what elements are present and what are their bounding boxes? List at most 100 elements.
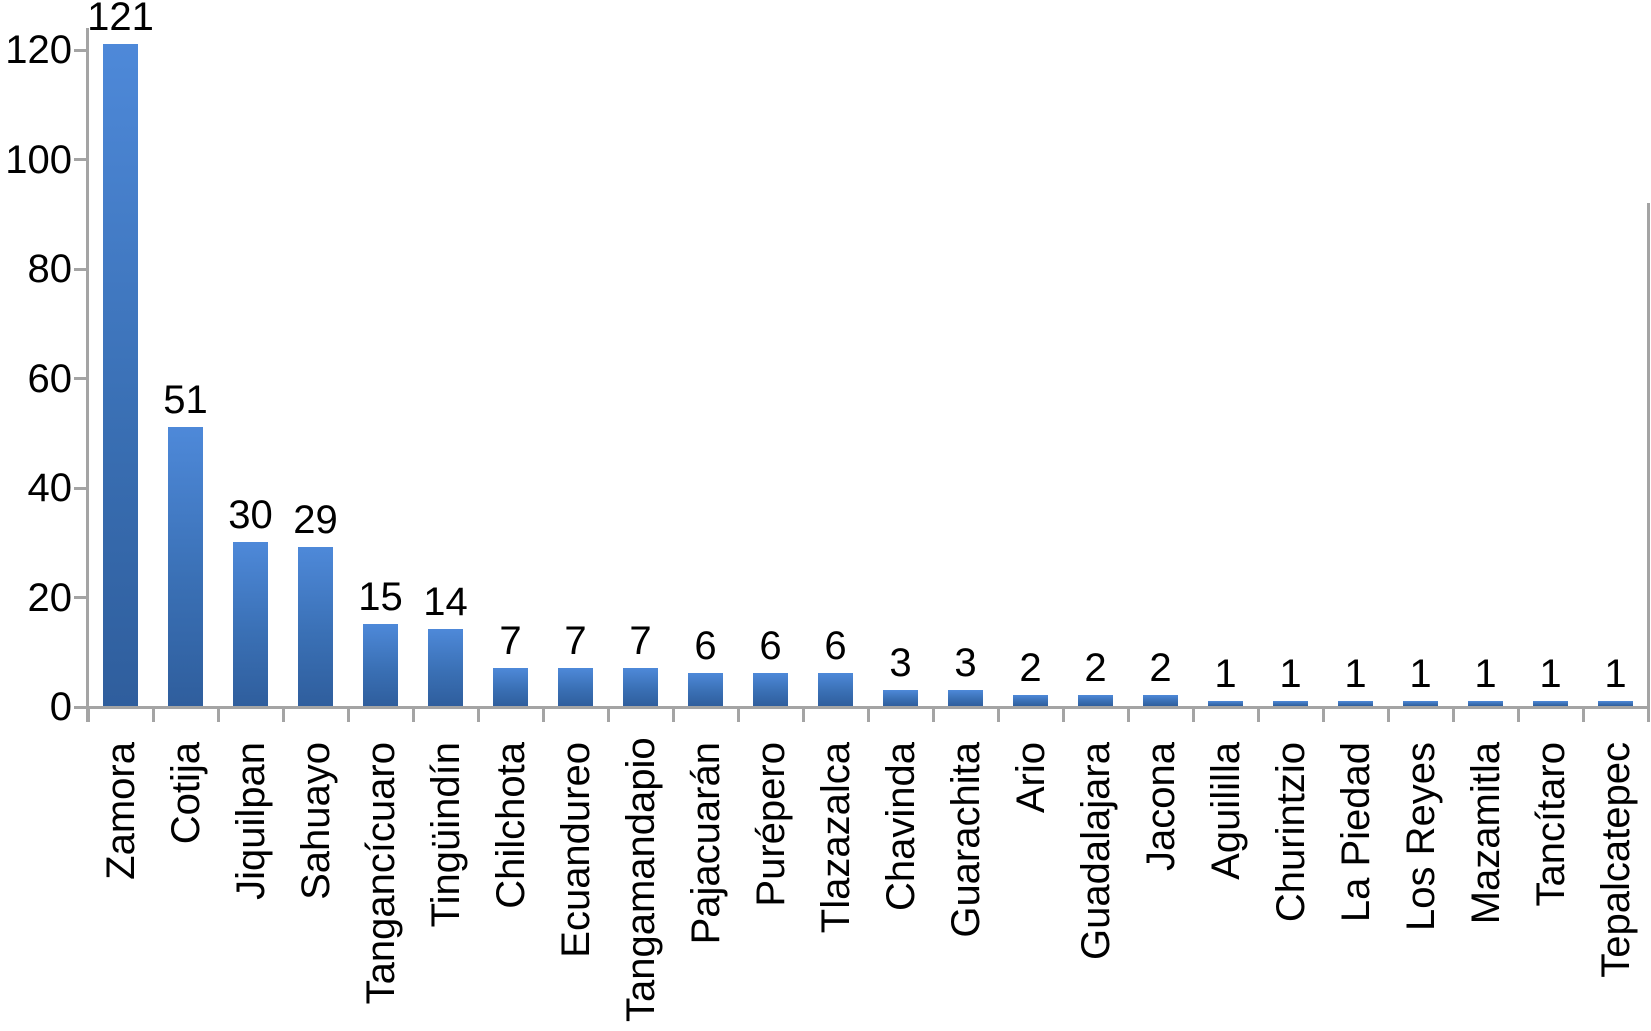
x-tick (346, 707, 350, 722)
bar (1013, 695, 1048, 706)
bar-value-label: 15 (358, 574, 403, 619)
category-label: Ecuandureo (553, 742, 598, 958)
bar (363, 623, 398, 706)
bar (688, 673, 723, 706)
category-label: Jiquilpan (228, 742, 273, 900)
bar-value-label: 7 (499, 618, 522, 663)
x-tick (1646, 707, 1650, 722)
category-label: Chavinda (878, 742, 923, 912)
bar-value-label: 121 (87, 0, 154, 39)
category-label: Los Reyes (1398, 742, 1443, 931)
bar (1533, 700, 1568, 706)
y-tick-label: 80 (27, 247, 73, 291)
bar-value-label: 30 (228, 492, 273, 537)
bar-value-label: 1 (1344, 651, 1367, 696)
x-tick (866, 707, 870, 722)
y-tick-label: 40 (27, 466, 73, 510)
category-label: Pajacuarán (683, 742, 728, 945)
bar (1078, 695, 1113, 706)
y-tick (74, 267, 88, 271)
y-axis-line (86, 28, 89, 722)
bar (1338, 700, 1373, 706)
x-tick (996, 707, 1000, 722)
bar-value-label: 2 (1019, 646, 1042, 691)
bar-value-label: 6 (824, 624, 847, 669)
category-label: Jacona (1138, 742, 1183, 871)
bar-value-label: 1 (1214, 651, 1237, 696)
bar-value-label: 2 (1149, 646, 1172, 691)
category-label: Purépero (748, 742, 793, 907)
category-label: Ario (1008, 742, 1053, 814)
bar-value-label: 1 (1604, 651, 1627, 696)
x-tick (1451, 707, 1455, 722)
bar (1208, 700, 1243, 706)
bar (1598, 700, 1633, 706)
y-tick (74, 377, 88, 380)
bar-value-label: 6 (759, 624, 782, 669)
bar (298, 547, 333, 706)
bar (233, 541, 268, 706)
category-label: Guadalajara (1073, 742, 1118, 960)
x-tick (931, 707, 935, 722)
bar (948, 689, 983, 706)
y-tick (74, 705, 88, 709)
x-tick (151, 707, 155, 722)
bar-value-label: 3 (954, 640, 977, 685)
category-label: La Piedad (1333, 742, 1378, 923)
x-tick (1061, 707, 1065, 722)
x-tick (671, 707, 675, 722)
bar-value-label: 6 (694, 624, 717, 669)
category-label: Sahuayo (293, 742, 338, 900)
bar-value-label: 7 (564, 618, 587, 663)
x-tick (1516, 707, 1520, 722)
category-label: Mazamitla (1463, 742, 1508, 925)
bar (623, 667, 658, 706)
bar-value-label: 1 (1539, 651, 1562, 696)
x-tick (281, 707, 285, 722)
bar-value-label: 7 (629, 618, 652, 663)
x-tick (1386, 707, 1390, 722)
bar (428, 629, 463, 706)
bar-value-label: 29 (293, 498, 338, 543)
y-tick-label: 60 (27, 356, 73, 401)
bar (1403, 700, 1438, 706)
x-tick (216, 707, 220, 722)
y-tick-label: 20 (27, 575, 73, 620)
category-label: Tancítaro (1528, 742, 1573, 907)
x-tick (801, 707, 805, 722)
y-tick-label: 120 (5, 28, 72, 72)
bar (818, 673, 853, 706)
category-label: Zamora (98, 742, 143, 880)
bar-value-label: 3 (889, 640, 912, 685)
bar (1143, 695, 1178, 706)
y-tick (74, 596, 88, 599)
bar-value-label: 2 (1084, 646, 1107, 691)
x-tick (1126, 707, 1130, 722)
bar (883, 689, 918, 706)
bar-value-label: 1 (1409, 651, 1432, 696)
category-label: Guarachita (943, 742, 988, 938)
y-tick (74, 486, 88, 490)
bar (1468, 700, 1503, 706)
category-label: Tangamandapio (618, 737, 663, 1022)
x-tick (606, 707, 610, 722)
bar (558, 667, 593, 706)
bar (168, 426, 203, 706)
category-label: Aguililla (1203, 742, 1248, 880)
category-label: Churintzio (1268, 742, 1313, 923)
category-label: Chilchota (488, 742, 533, 909)
y-tick-label: 100 (5, 137, 72, 182)
bar (1273, 700, 1308, 706)
category-label: Tepalcatepec (1593, 742, 1638, 978)
x-tick (1256, 707, 1260, 722)
plot-right-border (1647, 203, 1650, 722)
bar (103, 43, 138, 706)
x-tick (1581, 707, 1585, 722)
x-tick (1191, 707, 1195, 722)
bar-value-label: 51 (163, 377, 208, 422)
x-tick (541, 707, 545, 722)
x-tick (476, 707, 480, 722)
category-label: Tlazazalca (813, 742, 858, 934)
x-tick (86, 707, 90, 722)
